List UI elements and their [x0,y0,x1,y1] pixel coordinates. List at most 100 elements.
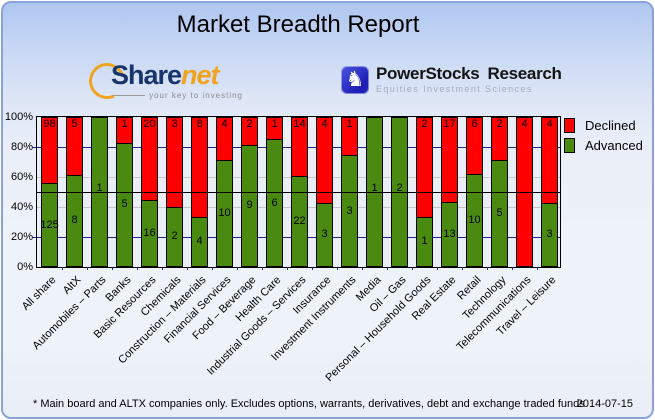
bar-segment-advanced: 5 [117,142,132,266]
advanced-count-label: 6 [271,196,278,209]
bar-segment-advanced: 3 [542,202,557,266]
declined-count-label: 1 [346,118,353,130]
x-axis-labels: All share AltX Automobiles – Parts Banks Bas… [20,269,561,399]
declined-count-label: 1 [121,118,128,130]
sharenet-tagline: your key to investing [149,91,243,100]
bar-segment-advanced: 5 [492,160,507,266]
powerstocks-text: PowerStocks Research Equities Investment … [376,65,562,95]
y-axis-label: 100% [4,111,33,123]
x-axis-tick [187,267,188,270]
x-axis-tick [87,267,88,270]
advanced-count-label: 3 [346,204,353,217]
declined-count-label: 4 [221,118,228,130]
y-axis-label: 60% [10,171,33,183]
x-axis-tick [137,267,138,270]
declined-count-label: 2 [246,118,253,130]
chess-knight-icon: ♞ [341,66,369,94]
bar-segment-advanced: 3 [342,155,357,266]
legend-label-advanced: Advanced [585,137,643,153]
x-axis-tick [537,267,538,270]
advanced-count-label: 4 [196,235,203,248]
advanced-count-label: 13 [443,227,456,240]
bar-segment-advanced: 16 [142,200,157,266]
advanced-count-label: 22 [293,214,306,227]
bar-segment-advanced: 125 [40,183,59,266]
declined-count-label: 1 [271,118,278,130]
declined-count-label: 20 [143,118,156,130]
x-axis-tick [262,267,263,270]
legend-swatch-declined [564,117,575,133]
x-axis-tick [487,267,488,270]
declined-count-label: 3 [171,118,178,130]
bar-segment-advanced: 3 [317,202,332,266]
footnote: * Main board and ALTX companies only. Ex… [33,398,585,410]
declined-count-label: 5 [71,118,78,130]
y-axis-label: 0% [17,261,33,273]
x-axis-tick [512,267,513,270]
bar-segment-advanced: 1 [417,216,432,266]
sharenet-brand-secondary: net [181,60,219,90]
x-axis-tick [362,267,363,270]
advanced-count-label: 3 [321,228,328,241]
legend-row-declined: Declined [564,117,643,133]
advanced-count-label: 125 [40,218,59,231]
y-axis-label: 80% [10,141,33,153]
x-axis-tick [162,267,163,270]
bar-segment-advanced: 8 [67,174,82,266]
declined-count-label: 98 [43,118,56,130]
bar-segment-advanced: 2 [167,206,182,266]
declined-count-label: 4 [321,118,328,130]
declined-count-label: 4 [546,118,553,130]
declined-count-label: 2 [496,118,503,130]
sharenet-tagline-rule [113,95,146,96]
bar-segment-advanced: 10 [467,173,482,266]
bar-segment-advanced: 4 [192,216,207,266]
y-axis-tick [32,237,36,238]
sharenet-logo: Sharenet your key to investing [83,57,259,105]
powerstocks-logo: ♞ PowerStocks Research Equities Investmen… [341,65,562,94]
bar-segment-advanced: 6 [267,139,282,266]
advanced-count-label: 3 [546,228,553,241]
legend-label-declined: Declined [585,117,636,133]
plot-area: 100% 80% 60% 40% 20% 0% 98 125 5 8 1 1 5 20 16 3 2 8 4 4 10 2… [5,111,561,273]
bar-segment-advanced: 9 [242,144,257,266]
advanced-count-label: 9 [246,199,253,212]
advanced-count-label: 5 [121,198,128,211]
declined-count-label: 8 [196,118,203,130]
x-axis-tick [312,267,313,270]
powerstocks-subtitle: Equities Investment Sciences [376,84,533,94]
x-axis-tick [62,267,63,270]
advanced-count-label: 16 [143,227,156,240]
declined-count-label: 17 [443,118,456,130]
advanced-count-label: 10 [218,207,231,220]
powerstocks-brand: PowerStocks Research [376,65,562,83]
declined-count-label: 6 [471,118,478,130]
bar-segment-advanced: 13 [442,201,457,266]
advanced-count-label: 2 [171,230,178,243]
legend-row-advanced: Advanced [564,137,643,153]
chart-legend: Declined Advanced [564,117,643,157]
x-axis-tick [337,267,338,270]
x-axis-tick [437,267,438,270]
bar-segment-advanced: 10 [217,160,232,266]
advanced-count-label: 5 [496,207,503,220]
x-axis-tick [287,267,288,270]
advanced-count-label: 10 [468,213,481,226]
powerstocks-brand-primary: PowerStocks [376,64,480,83]
sharenet-brand-primary: Share [111,60,182,90]
x-axis-tick [387,267,388,270]
y-axis-label: 40% [10,201,33,213]
x-axis-tick [462,267,463,270]
advanced-count-label: 2 [396,181,403,194]
declined-count-label: 4 [521,118,528,130]
reference-line-50pct [37,192,560,193]
sharenet-tagline-row: your key to investing [113,91,243,100]
x-axis-label: All share [19,274,59,313]
advanced-count-label: 1 [371,181,378,194]
declined-count-label: 14 [293,118,306,130]
legend-swatch-advanced [564,137,575,153]
declined-count-label: 2 [421,118,428,130]
sharenet-wordmark: Sharenet [111,60,220,90]
advanced-count-label: 8 [71,214,78,227]
